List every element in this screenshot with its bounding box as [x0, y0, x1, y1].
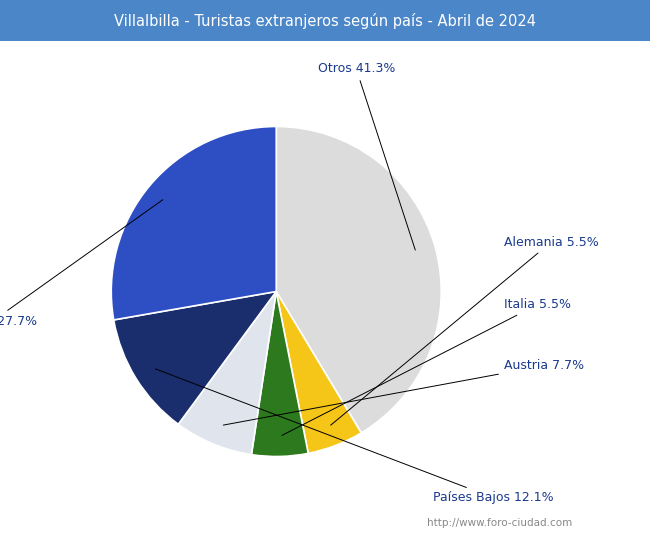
- Text: Francia 27.7%: Francia 27.7%: [0, 200, 163, 328]
- Text: Austria 7.7%: Austria 7.7%: [224, 359, 584, 425]
- Text: Alemania 5.5%: Alemania 5.5%: [331, 235, 599, 425]
- Text: http://www.foro-ciudad.com: http://www.foro-ciudad.com: [427, 518, 572, 528]
- Text: Villalbilla - Turistas extranjeros según país - Abril de 2024: Villalbilla - Turistas extranjeros según…: [114, 13, 536, 29]
- Wedge shape: [178, 292, 276, 455]
- Text: Italia 5.5%: Italia 5.5%: [282, 298, 571, 436]
- Text: Países Bajos 12.1%: Países Bajos 12.1%: [155, 369, 554, 504]
- Wedge shape: [276, 126, 441, 433]
- Wedge shape: [252, 292, 308, 456]
- Wedge shape: [114, 292, 276, 424]
- Wedge shape: [111, 126, 276, 320]
- Text: Otros 41.3%: Otros 41.3%: [317, 62, 415, 250]
- Wedge shape: [276, 292, 361, 453]
